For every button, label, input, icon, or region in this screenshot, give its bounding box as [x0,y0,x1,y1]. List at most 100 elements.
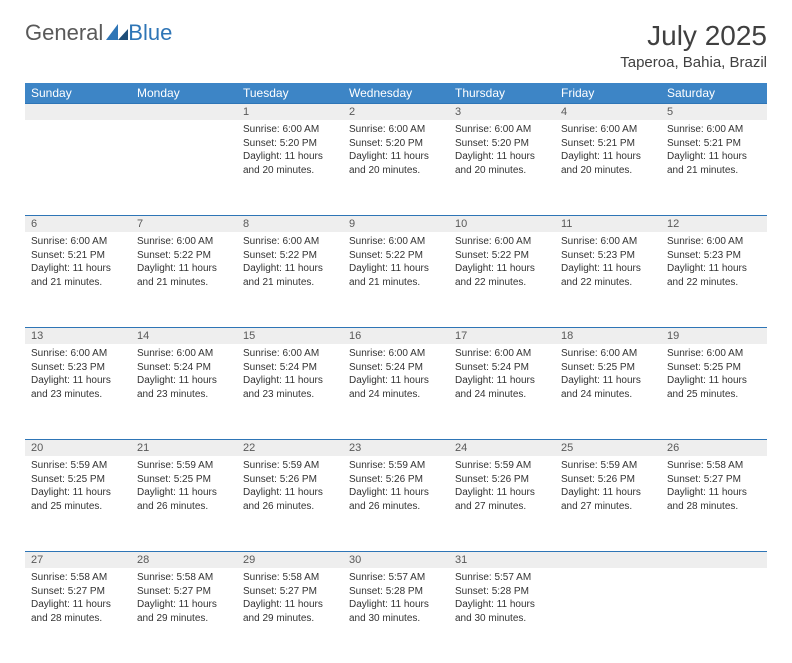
day-number-cell: 28 [131,552,237,569]
day-content-cell: Sunrise: 6:00 AMSunset: 5:24 PMDaylight:… [449,344,555,440]
day-number-cell: 11 [555,216,661,233]
day-number-cell: 12 [661,216,767,233]
weekday-header: Friday [555,83,661,104]
day-content-cell: Sunrise: 5:58 AMSunset: 5:27 PMDaylight:… [131,568,237,663]
daylight-line: Daylight: 11 hours and 25 minutes. [31,487,111,512]
day-content-row: Sunrise: 6:00 AM Sunset: 5:20 PM Daylight:… [25,120,767,216]
sunset-line: Sunset: 5:24 PM [349,362,423,373]
day-content-cell: Sunrise: 6:00 AMSunset: 5:25 PMDaylight:… [661,344,767,440]
sunrise-line: Sunrise: 6:00 AM [349,236,425,247]
daylight-line: Daylight: 11 hours and 22 minutes. [667,263,747,288]
sunrise-line: Sunrise: 6:00 AM [455,348,531,359]
day-number-cell: 6 [25,216,131,233]
day-number-cell: 17 [449,328,555,345]
day-content-cell: Sunrise: 6:00 AMSunset: 5:20 PMDaylight:… [449,120,555,216]
calendar-table: SundayMondayTuesdayWednesdayThursdayFrid… [25,83,767,663]
day-number-row: 13141516171819 [25,328,767,345]
day-content-cell: Sunrise: 6:00 AMSunset: 5:23 PMDaylight:… [661,232,767,328]
daylight-line: Daylight: 11 hours and 30 minutes. [455,599,535,624]
daylight-line: Daylight: 11 hours and 24 minutes. [561,375,641,400]
day-content-cell: Sunrise: 6:00 AMSunset: 5:24 PMDaylight:… [131,344,237,440]
day-content-cell: Sunrise: 5:59 AM Sunset: 5:26 PM Daylight:… [343,456,449,552]
day-number-cell: 5 [661,104,767,121]
sunrise-line: Sunrise: 6:00 AM [561,124,637,135]
day-number-cell: 24 [449,440,555,457]
sunset-line: Sunset: 5:22 PM [455,250,529,261]
sunrise-line: Sunrise: 6:00 AM [561,236,637,247]
sunrise-line: Sunrise: 6:00 AM [561,348,637,359]
day-number-cell: 13 [25,328,131,345]
sunrise-line: Sunrise: 6:00 AM [349,348,425,359]
sunset-line: Sunset: 5:25 PM [667,362,741,373]
day-content-cell: Sunrise: 5:59 AMSunset: 5:25 PMDaylight:… [25,456,131,552]
daylight-line: Daylight: 11 hours and 29 minutes. [137,599,217,624]
daylight-line: Daylight: 11 hours and 30 minutes. [349,599,429,624]
daylight-line: Daylight: 11 hours and 21 minutes. [137,263,217,288]
weekday-header: Tuesday [237,83,343,104]
sunset-line: Sunset: 5:26 PM [349,474,423,485]
day-number-cell: 26 [661,440,767,457]
weekday-header: Wednesday [343,83,449,104]
sunrise-line: Sunrise: 5:59 AM [243,460,319,471]
daylight-line: Daylight: 11 hours and 21 minutes. [31,263,111,288]
sunset-line: Sunset: 5:21 PM [31,250,105,261]
day-number-row: 12345 [25,104,767,121]
day-number-cell: 8 [237,216,343,233]
day-number-cell: 9 [343,216,449,233]
day-content-cell: Sunrise: 5:59 AMSunset: 5:26 PMDaylight:… [555,456,661,552]
daylight-line: Daylight: 11 hours and 23 minutes. [31,375,111,400]
sunset-line: Sunset: 5:26 PM [455,474,529,485]
sunset-line: Sunset: 5:25 PM [561,362,635,373]
sunrise-line: Sunrise: 5:57 AM [455,572,531,583]
sunrise-line: Sunrise: 6:00 AM [31,348,107,359]
sunset-line: Sunset: 5:24 PM [455,362,529,373]
day-content-cell: Sunrise: 6:00 AM Sunset: 5:22 PM Daylight:… [343,232,449,328]
day-number-cell: 3 [449,104,555,121]
location: Taperoa, Bahia, Brazil [620,54,767,71]
daylight-line: Daylight: 11 hours and 23 minutes. [137,375,217,400]
sunset-line: Sunset: 5:20 PM [455,138,529,149]
day-content-cell: Sunrise: 6:00 AMSunset: 5:22 PMDaylight:… [237,232,343,328]
daylight-line: Daylight: 11 hours and 26 minutes. [349,487,429,512]
day-number-cell: 21 [131,440,237,457]
sunrise-line: Sunrise: 6:00 AM [667,124,743,135]
sunrise-line: Sunrise: 6:00 AM [243,124,319,135]
sunset-line: Sunset: 5:28 PM [455,586,529,597]
daylight-line: Daylight: 11 hours and 27 minutes. [561,487,641,512]
sunrise-line: Sunrise: 5:58 AM [243,572,319,583]
daylight-line: Daylight: 11 hours and 26 minutes. [243,487,323,512]
day-content-cell: Sunrise: 5:58 AMSunset: 5:27 PMDaylight:… [661,456,767,552]
daylight-line: Daylight: 11 hours and 27 minutes. [455,487,535,512]
sunrise-line: Sunrise: 6:00 AM [667,236,743,247]
day-number-cell: 22 [237,440,343,457]
logo-text-1: General [25,20,103,46]
day-content-cell: Sunrise: 6:00 AMSunset: 5:22 PMDaylight:… [449,232,555,328]
daylight-line: Daylight: 11 hours and 20 minutes. [243,151,323,176]
daylight-line: Daylight: 11 hours and 25 minutes. [667,375,747,400]
day-content-cell: Sunrise: 6:00 AMSunset: 5:24 PMDaylight:… [343,344,449,440]
daylight-line: Daylight: 11 hours and 28 minutes. [667,487,747,512]
day-number-cell: 23 [343,440,449,457]
sunrise-line: Sunrise: 6:00 AM [31,236,107,247]
sunrise-line: Sunrise: 5:59 AM [349,460,425,471]
sunset-line: Sunset: 5:27 PM [243,586,317,597]
daylight-line: Daylight: 11 hours and 29 minutes. [243,599,323,624]
day-number-cell: 4 [555,104,661,121]
daylight-line: Daylight: 11 hours and 21 minutes. [349,263,429,288]
daylight-line: Daylight: 11 hours and 28 minutes. [31,599,111,624]
day-number-row: 6789101112 [25,216,767,233]
day-content-cell: Sunrise: 5:57 AM Sunset: 5:28 PM Daylight:… [449,568,555,663]
sunset-line: Sunset: 5:20 PM [243,138,317,149]
day-content-cell: Sunrise: 6:00 AMSunset: 5:22 PMDaylight:… [131,232,237,328]
sunset-line: Sunset: 5:26 PM [243,474,317,485]
day-content-cell [661,568,767,663]
day-content-cell: Sunrise: 5:58 AM Sunset: 5:27 PM Daylight:… [237,568,343,663]
header: General Blue July 2025 Taperoa, Bahia, B… [25,20,767,71]
day-content-row: Sunrise: 6:00 AMSunset: 5:23 PMDaylight:… [25,344,767,440]
sunset-line: Sunset: 5:27 PM [137,586,211,597]
sunrise-line: Sunrise: 6:00 AM [243,236,319,247]
day-content-cell: Sunrise: 5:58 AMSunset: 5:27 PMDaylight:… [25,568,131,663]
day-number-cell: 10 [449,216,555,233]
sunset-line: Sunset: 5:23 PM [561,250,635,261]
sunset-line: Sunset: 5:22 PM [349,250,423,261]
